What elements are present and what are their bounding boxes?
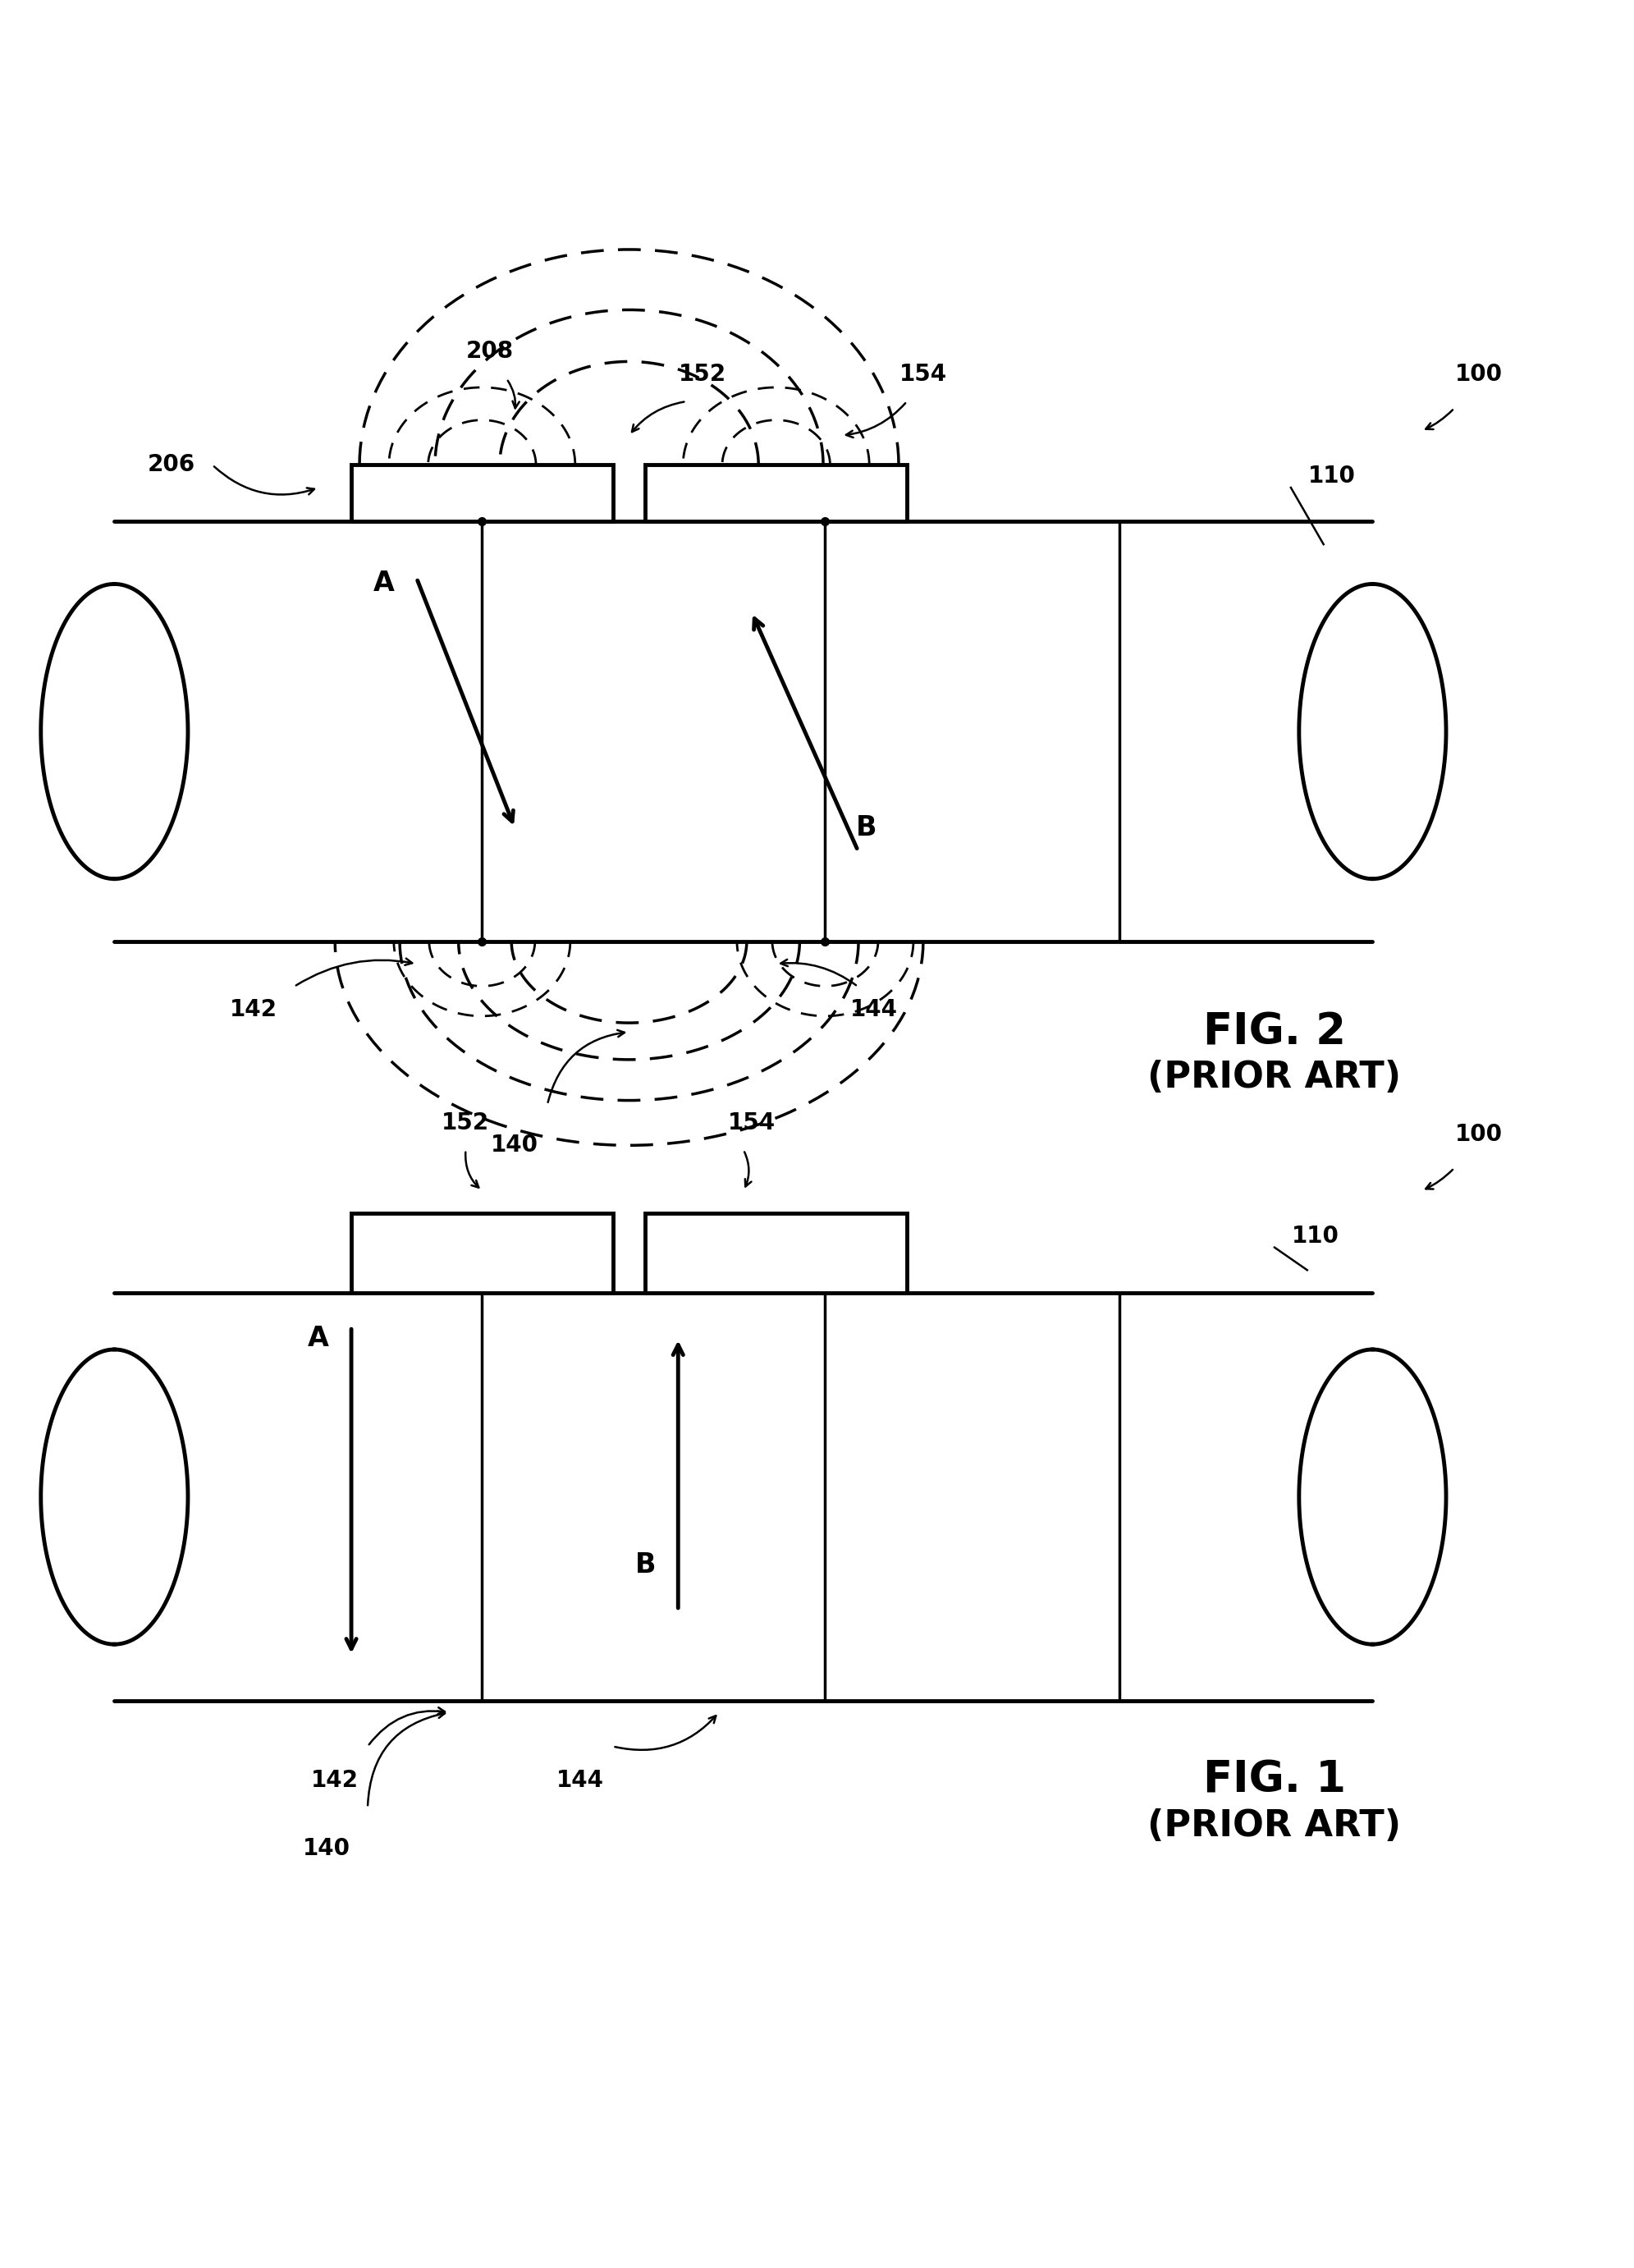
Text: 152: 152 xyxy=(678,363,727,386)
Text: FIG. 2: FIG. 2 xyxy=(1203,1012,1346,1052)
Text: 208: 208 xyxy=(466,340,515,363)
Text: 140: 140 xyxy=(490,1134,539,1157)
Bar xyxy=(351,1213,613,1293)
Text: 100: 100 xyxy=(1454,363,1503,386)
Text: 154: 154 xyxy=(899,363,948,386)
Text: 152: 152 xyxy=(441,1111,490,1134)
Text: A: A xyxy=(309,1325,328,1352)
Text: B: B xyxy=(856,814,876,841)
Text: 110: 110 xyxy=(1291,1225,1340,1247)
Text: 110: 110 xyxy=(1307,465,1356,488)
Text: 142: 142 xyxy=(310,1769,359,1792)
Text: 144: 144 xyxy=(556,1769,605,1792)
Bar xyxy=(645,465,907,522)
Text: 142: 142 xyxy=(229,998,278,1021)
Text: 140: 140 xyxy=(302,1837,351,1860)
Text: 154: 154 xyxy=(727,1111,776,1134)
Text: (PRIOR ART): (PRIOR ART) xyxy=(1147,1059,1402,1095)
Text: 100: 100 xyxy=(1454,1123,1503,1145)
Text: 206: 206 xyxy=(147,454,196,476)
Text: 144: 144 xyxy=(850,998,899,1021)
Text: FIG. 1: FIG. 1 xyxy=(1203,1760,1346,1801)
Bar xyxy=(645,1213,907,1293)
Text: A: A xyxy=(374,569,394,596)
Bar xyxy=(351,465,613,522)
Text: B: B xyxy=(636,1551,655,1579)
Text: (PRIOR ART): (PRIOR ART) xyxy=(1147,1808,1402,1844)
